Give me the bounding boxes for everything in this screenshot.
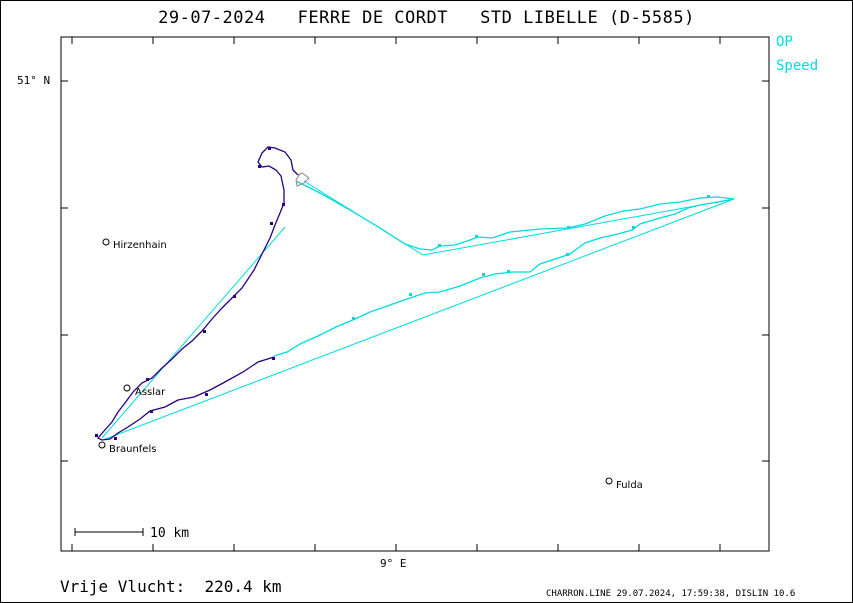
legend-speed: Speed [776,58,819,74]
distance-label: Vrije Vlucht: 220.4 km [60,577,282,596]
place-marker-fulda [605,477,613,485]
page-title: 29-07-2024 FERRE DE CORDT STD LIBELLE (D… [158,8,695,28]
place-marker-hirzenhain [102,238,110,246]
scale-bar [74,528,144,536]
place-label-hirzenhain: Hirzenhain [113,240,167,251]
track-markers [95,147,285,440]
place-marker-asslar [123,384,131,392]
place-label-fulda: Fulda [616,480,643,491]
lon-tick-label: 9° E [380,557,407,570]
speed-markers [352,195,710,320]
scale-label: 10 km [150,526,190,541]
place-label-asslar: Asslar [135,387,166,398]
lat-ticks [61,80,769,462]
lat-tick-label: 51° N [17,74,51,87]
speed-track-east [273,180,735,357]
turn-loop [295,172,310,187]
main-track [96,146,299,441]
plot-border [60,36,770,552]
lon-ticks [71,37,721,551]
place-label-braunfels: Braunfels [109,444,157,455]
place-marker-braunfels [98,441,106,449]
legend-op: OP [776,34,793,50]
op-legs [101,180,735,441]
footer-label: CHARRON.LINE 29.07.2024, 17:59:38, DISLI… [546,589,796,599]
